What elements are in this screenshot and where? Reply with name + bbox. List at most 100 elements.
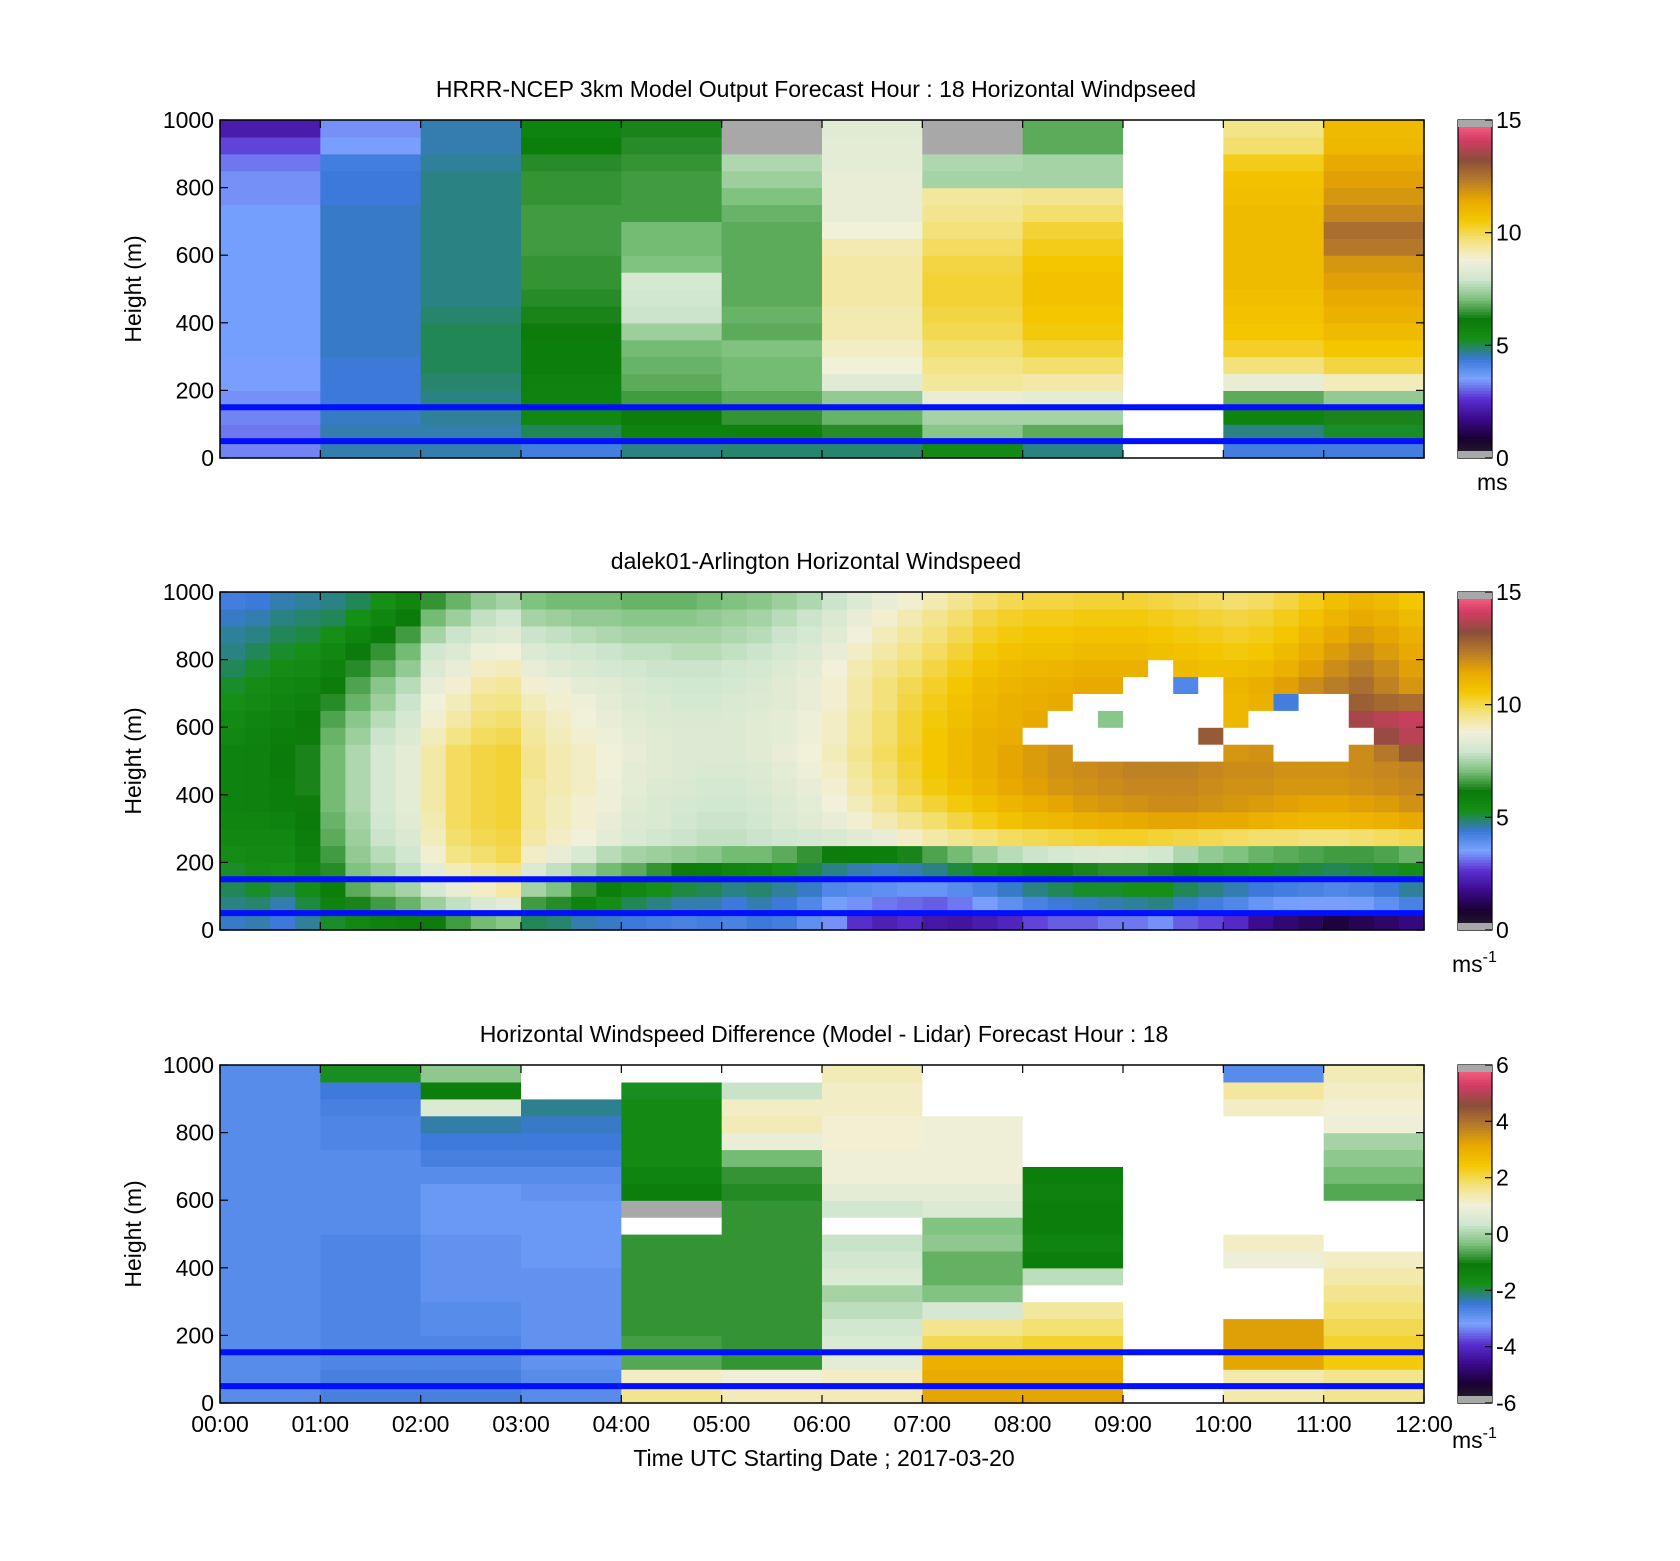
colorbar-segment — [1458, 777, 1492, 782]
heatmap-cell — [1323, 322, 1425, 341]
heatmap-cell — [646, 777, 673, 796]
heatmap-cell — [721, 1335, 823, 1353]
heatmap-cell — [1323, 592, 1350, 610]
heatmap-cell — [521, 1369, 622, 1387]
heatmap-cell — [822, 710, 848, 728]
heatmap-cell — [220, 120, 321, 138]
heatmap-cell — [997, 913, 1024, 931]
heatmap-cell — [1248, 794, 1275, 813]
heatmap-cell — [1123, 1065, 1224, 1083]
heatmap-cell — [295, 845, 321, 863]
heatmap-cell — [1022, 896, 1049, 914]
heatmap-cell — [1047, 608, 1074, 627]
heatmap-cell — [596, 896, 622, 914]
heatmap-cell — [621, 642, 648, 661]
heatmap-cell — [370, 777, 397, 796]
heatmap-cell — [445, 879, 472, 897]
heatmap-cell — [420, 777, 447, 796]
colorbar-segment — [1458, 319, 1492, 324]
heatmap-cell — [721, 1234, 823, 1252]
heatmap-cell — [1123, 592, 1149, 610]
colorbar-segment — [1458, 396, 1492, 400]
heatmap-cell — [420, 1335, 522, 1353]
colorbar-segment — [1458, 761, 1492, 765]
heatmap-cell — [1047, 676, 1074, 694]
colorbar-segment — [1458, 899, 1492, 903]
heatmap-cell — [571, 811, 597, 830]
heatmap-cell — [295, 794, 321, 813]
heatmap-cell — [571, 845, 597, 863]
heatmap-cell — [220, 811, 246, 830]
heatmap-cell — [796, 693, 823, 711]
heatmap-cell — [220, 625, 246, 644]
heatmap-cell — [822, 1284, 923, 1303]
heatmap-cell — [1022, 170, 1124, 189]
heatmap-cell — [1248, 913, 1275, 931]
heatmap-cell — [696, 777, 723, 796]
heatmap-cell — [922, 1115, 1024, 1134]
heatmap-cell — [847, 625, 873, 644]
heatmap-cell — [1097, 608, 1124, 627]
heatmap-cell — [521, 659, 547, 678]
heatmap-cell — [295, 727, 321, 745]
heatmap-cell — [771, 828, 798, 847]
colorbar-segment — [1458, 1264, 1492, 1269]
colorbar-segment — [1458, 603, 1492, 607]
heatmap-cell — [1022, 356, 1124, 375]
panel-lidar-x-ticks — [219, 592, 1425, 930]
heatmap-cell — [270, 710, 296, 728]
colorbar-segment — [1458, 153, 1492, 158]
heatmap-cell — [696, 693, 723, 711]
colorbar-segment — [1458, 1217, 1492, 1221]
heatmap-cell — [621, 390, 723, 408]
heatmap-cell — [621, 1098, 723, 1117]
colorbar-segment — [1458, 387, 1492, 391]
heatmap-cell — [245, 744, 271, 762]
heatmap-cell — [1022, 693, 1049, 711]
heatmap-cell — [395, 642, 422, 661]
heatmap-cell — [922, 1284, 1024, 1303]
heatmap-cell — [1223, 896, 1250, 914]
colorbar-segment — [1458, 783, 1492, 787]
heatmap-cell — [746, 794, 773, 813]
colorbar-segment — [1458, 730, 1492, 734]
heatmap-cell — [746, 727, 773, 745]
heatmap-cell — [1022, 727, 1049, 745]
colorbar-segment — [1458, 1194, 1492, 1198]
heatmap-cell — [1173, 727, 1199, 745]
heatmap-cell — [220, 845, 246, 863]
colorbar-segment — [1458, 1084, 1492, 1089]
heatmap-cell — [1047, 727, 1074, 745]
heatmap-cell — [420, 390, 522, 408]
heatmap-cell — [1022, 794, 1049, 813]
heatmap-cell — [1072, 811, 1099, 830]
y-tick-label: 600 — [176, 714, 214, 740]
colorbar-segment — [1458, 173, 1492, 177]
heatmap-cell — [320, 407, 422, 425]
heatmap-cell — [521, 727, 547, 745]
heatmap-cell — [345, 642, 372, 661]
heatmap-cell — [1022, 1217, 1124, 1235]
heatmap-cell — [1248, 676, 1275, 694]
heatmap-cell — [1173, 676, 1199, 694]
heatmap-cell — [847, 659, 873, 678]
heatmap-cell — [922, 828, 949, 847]
heatmap-cell — [771, 794, 798, 813]
heatmap-cell — [872, 659, 898, 678]
heatmap-cell — [1022, 744, 1049, 762]
heatmap-cell — [922, 896, 949, 914]
heatmap-cell — [1323, 1166, 1425, 1184]
heatmap-cell — [270, 811, 296, 830]
colorbar-segment — [1458, 1090, 1492, 1094]
heatmap-cell — [621, 1065, 723, 1083]
heatmap-cell — [370, 828, 397, 847]
heatmap-cell — [445, 625, 472, 644]
heatmap-cell — [1223, 170, 1325, 189]
colorbar-segment — [1458, 1326, 1492, 1331]
heatmap-cell — [1323, 170, 1425, 189]
heatmap-cell — [1123, 862, 1149, 880]
heatmap-cell — [596, 845, 622, 863]
heatmap-cell — [1373, 744, 1400, 762]
heatmap-cell — [1123, 1301, 1224, 1320]
